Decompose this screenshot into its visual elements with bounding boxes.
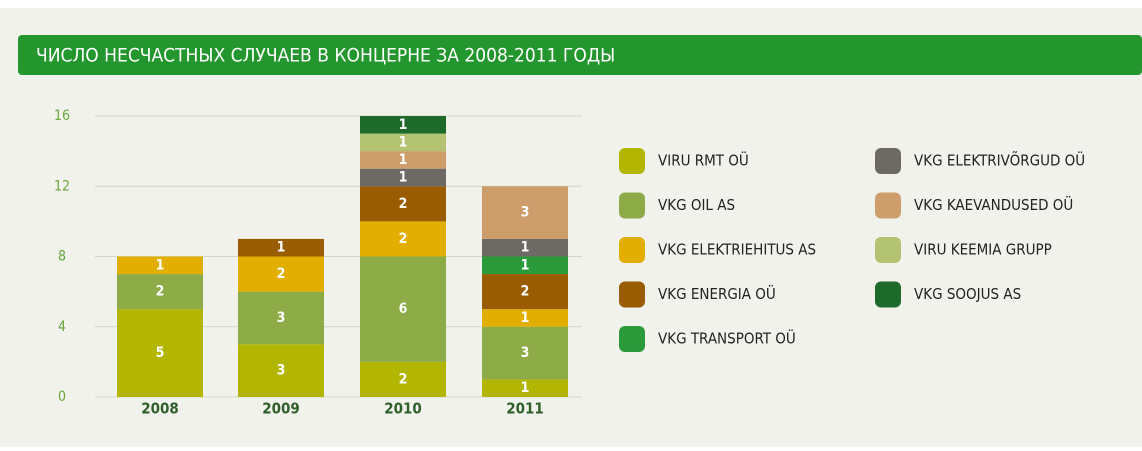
legend-swatch: [875, 281, 901, 308]
legend-swatch: [875, 237, 901, 263]
legend-label: VKG TRANSPORT OÜ: [658, 329, 796, 348]
data-label: 1: [521, 257, 530, 273]
chart-title: ЧИСЛО НЕСЧАСТНЫХ СЛУЧАЕВ В КОНЦЕРНЕ ЗА 2…: [36, 45, 615, 67]
legend-swatch: [619, 148, 645, 174]
legend-swatch: [875, 148, 901, 174]
legend-swatch: [619, 326, 645, 352]
bar-segment: [482, 274, 568, 310]
bar-segment: [482, 256, 568, 275]
bar-segment: [360, 133, 446, 152]
legend-swatch: [619, 281, 645, 308]
y-tick-label: 0: [58, 389, 66, 405]
legend-label: VKG SOOJUS AS: [914, 285, 1021, 303]
legend-label: VKG KAEVANDUSED OÜ: [914, 195, 1073, 214]
data-label: 1: [156, 257, 165, 273]
legend-swatch: [875, 192, 901, 219]
y-tick-label: 12: [54, 178, 70, 194]
legend-label: VIRU RMT OÜ: [658, 151, 749, 170]
legend-swatch: [619, 192, 645, 219]
legend-label: VIRU KEEMIA GRUPP: [914, 241, 1052, 259]
bar-segment: [482, 379, 568, 397]
legend-label: VKG ELEKTRIVÕRGUD OÜ: [914, 151, 1085, 170]
x-tick-label: 2009: [262, 400, 300, 418]
bar-segment: [360, 151, 446, 169]
data-label: 1: [399, 134, 408, 150]
data-label: 1: [521, 240, 530, 256]
bar-segment: [482, 326, 568, 380]
data-label: 2: [399, 231, 408, 247]
bar-segment: [117, 256, 203, 275]
data-label: 2: [521, 284, 530, 300]
data-label: 5: [156, 345, 165, 361]
bar-segment: [238, 256, 324, 292]
data-label: 2: [399, 371, 408, 387]
bar-segment: [482, 309, 568, 327]
legend-label: VKG OIL AS: [658, 196, 735, 214]
data-label: 1: [399, 152, 408, 168]
bar-segment: [360, 256, 446, 362]
bar-segment: [360, 186, 446, 222]
data-label: 1: [399, 117, 408, 133]
legend-swatch: [619, 237, 645, 263]
x-tick-label: 2008: [141, 400, 179, 418]
data-label: 2: [399, 196, 408, 212]
data-label: 2: [277, 266, 286, 282]
bar-segment: [360, 221, 446, 257]
bar-segment: [360, 168, 446, 187]
bar-segment: [117, 309, 203, 397]
data-label: 1: [521, 310, 530, 326]
y-tick-label: 4: [58, 319, 66, 335]
bar-segment: [482, 238, 568, 257]
bar-segment: [482, 186, 568, 239]
x-tick-label: 2010: [384, 400, 422, 418]
data-label: 6: [399, 301, 408, 317]
y-tick-label: 8: [58, 249, 66, 265]
bar-segment: [360, 361, 446, 397]
data-label: 1: [277, 240, 286, 256]
bar-segment: [238, 291, 324, 345]
x-tick-label: 2011: [506, 400, 544, 418]
data-label: 1: [399, 169, 408, 185]
data-label: 2: [156, 284, 165, 300]
legend-label: VKG ELEKTRIEHITUS AS: [658, 241, 816, 259]
data-label: 3: [277, 363, 286, 379]
data-label: 1: [521, 380, 530, 396]
y-tick-label: 16: [54, 108, 70, 124]
bar-segment: [238, 344, 324, 397]
legend-label: VKG ENERGIA OÜ: [658, 284, 776, 303]
data-label: 3: [521, 345, 530, 361]
bar-segment: [360, 116, 446, 134]
bar-segment: [238, 238, 324, 257]
bar-segment: [117, 274, 203, 310]
data-label: 3: [521, 205, 530, 221]
data-label: 3: [277, 310, 286, 326]
header: [18, 35, 1142, 75]
